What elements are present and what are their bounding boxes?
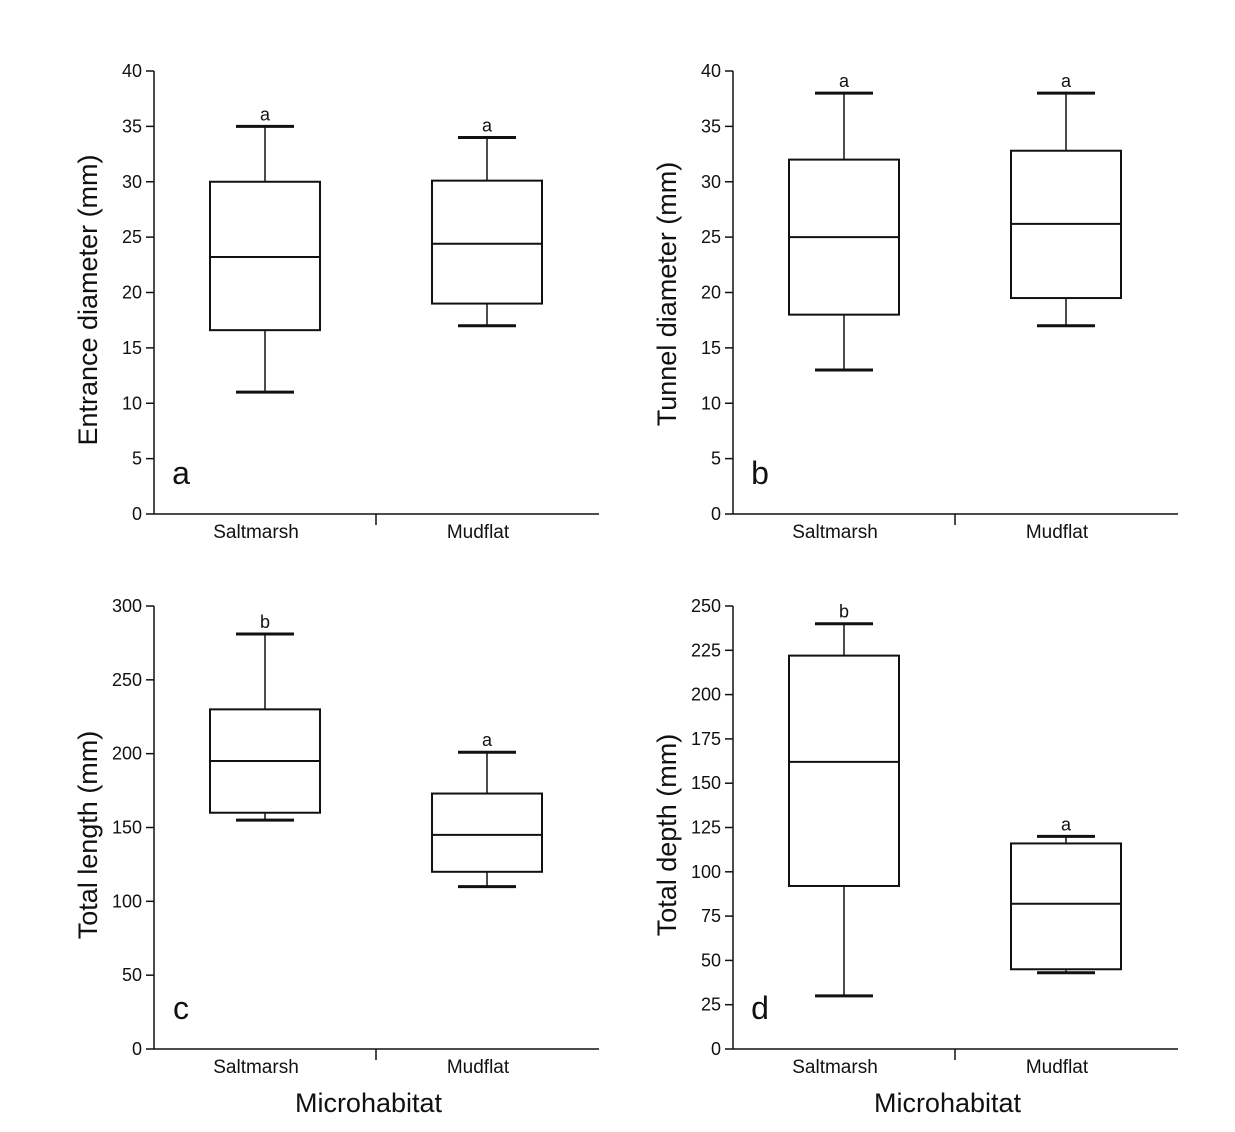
- box-saltmarsh: b: [788, 602, 900, 998]
- significance-letter: a: [1061, 814, 1072, 834]
- y-tick-label: 10: [122, 393, 142, 413]
- significance-letter: b: [260, 612, 270, 632]
- y-tick-label: 20: [122, 283, 142, 303]
- y-tick-label: 40: [122, 61, 142, 81]
- y-axis-title: Total length (mm): [73, 731, 103, 940]
- y-tick-label: 35: [701, 116, 721, 136]
- y-tick-label: 30: [122, 172, 142, 192]
- y-tick-label: 150: [691, 773, 721, 793]
- y-tick-label: 250: [691, 596, 721, 616]
- x-axis-title: Microhabitat: [874, 1088, 1022, 1118]
- box-saltmarsh: b: [209, 612, 321, 822]
- y-tick-label: 25: [122, 227, 142, 247]
- y-tick-label: 150: [112, 818, 142, 838]
- y-tick-label: 30: [701, 172, 721, 192]
- panel-c: 0 50 100 150 200 250 300 Total length (mm) Saltm…: [73, 596, 599, 1118]
- panel-letter: d: [751, 990, 769, 1026]
- significance-letter: b: [839, 602, 849, 622]
- y-tick-label: 300: [112, 596, 142, 616]
- y-tick-label: 0: [711, 504, 721, 524]
- iqr-box: [431, 179, 543, 305]
- y-tick-label: 0: [132, 1039, 142, 1059]
- iqr-box: [1010, 842, 1122, 971]
- y-axis-title: Tunnel diameter (mm): [652, 162, 682, 427]
- y-tick-label: 200: [691, 685, 721, 705]
- x-category-label: Saltmarsh: [213, 522, 299, 543]
- y-tick-label: 35: [122, 116, 142, 136]
- y-tick-label: 175: [691, 729, 721, 749]
- y-tick-label: 0: [132, 504, 142, 524]
- y-tick-label: 5: [132, 449, 142, 469]
- y-tick-label: 75: [701, 906, 721, 926]
- y-tick-label: 20: [701, 283, 721, 303]
- significance-letter: a: [1061, 71, 1072, 91]
- box-mudflat: a: [431, 115, 543, 328]
- y-tick-label: 50: [701, 950, 721, 970]
- y-tick-label: 50: [122, 965, 142, 985]
- panel-a: 0 5 10 15 20 25 30 35 40 Entrance diameter (mm) Sa…: [73, 61, 599, 543]
- y-tick-label: 40: [701, 61, 721, 81]
- y-tick-label: 200: [112, 744, 142, 764]
- y-tick-label: 100: [691, 862, 721, 882]
- x-category-label: Mudflat: [1026, 522, 1089, 543]
- x-category-label: Mudflat: [447, 522, 510, 543]
- y-tick-label: 5: [711, 449, 721, 469]
- y-tick-label: 125: [691, 818, 721, 838]
- panel-letter: b: [751, 455, 769, 491]
- significance-letter: a: [260, 104, 271, 124]
- box-saltmarsh: a: [209, 104, 321, 394]
- y-axis-title: Total depth (mm): [652, 734, 682, 937]
- y-tick-label: 15: [122, 338, 142, 358]
- significance-letter: a: [839, 71, 850, 91]
- y-tick-label: 15: [701, 338, 721, 358]
- y-tick-label: 25: [701, 227, 721, 247]
- y-tick-label: 250: [112, 670, 142, 690]
- x-category-label: Saltmarsh: [792, 522, 878, 543]
- x-category-label: Saltmarsh: [792, 1057, 878, 1078]
- x-category-label: Mudflat: [447, 1057, 510, 1078]
- y-axis-title: Entrance diameter (mm): [73, 154, 103, 445]
- significance-letter: a: [482, 730, 493, 750]
- y-tick-label: 100: [112, 891, 142, 911]
- iqr-box: [431, 792, 543, 873]
- box-mudflat: a: [1010, 814, 1122, 975]
- significance-letter: a: [482, 115, 493, 135]
- panel-letter: a: [172, 455, 190, 491]
- y-tick-label: 10: [701, 393, 721, 413]
- panel-d: 0 25 50 75 100 125 150 175 200 225 250 Total depth …: [652, 596, 1178, 1118]
- panel-letter: c: [173, 990, 189, 1026]
- box-mudflat: a: [431, 730, 543, 889]
- y-tick-label: 0: [711, 1039, 721, 1059]
- box-saltmarsh: a: [788, 71, 900, 372]
- panel-b: 0 5 10 15 20 25 30 35 40 Tunnel diameter (mm) Salt…: [652, 61, 1178, 543]
- y-tick-label: 25: [701, 995, 721, 1015]
- box-mudflat: a: [1010, 71, 1122, 328]
- x-axis-title: Microhabitat: [295, 1088, 443, 1118]
- x-category-label: Saltmarsh: [213, 1057, 299, 1078]
- iqr-box: [209, 180, 321, 332]
- y-tick-label: 225: [691, 640, 721, 660]
- iqr-box: [788, 654, 900, 887]
- x-category-label: Mudflat: [1026, 1057, 1089, 1078]
